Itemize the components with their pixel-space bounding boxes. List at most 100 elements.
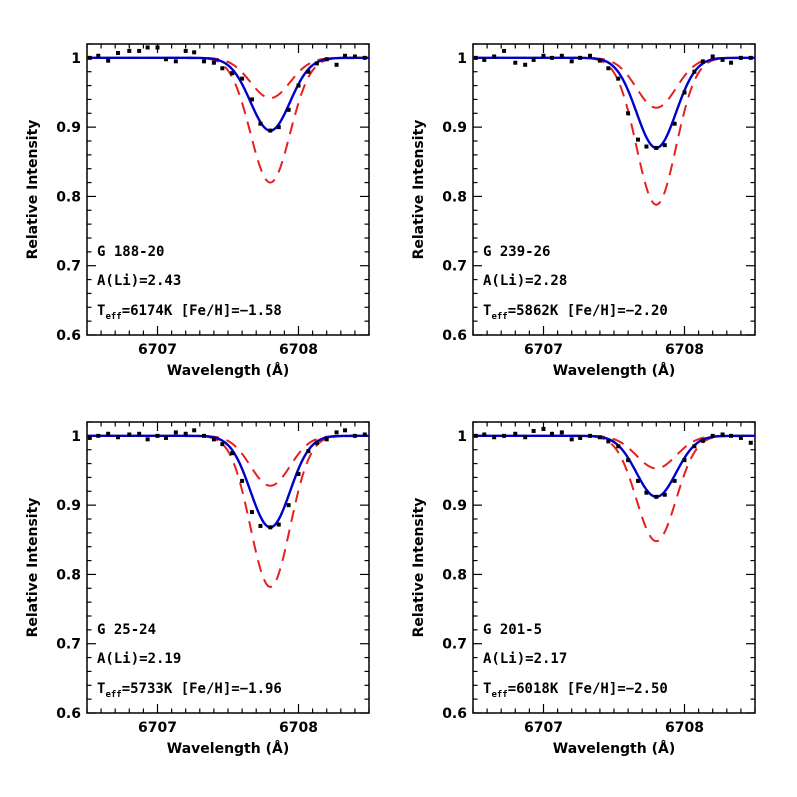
observed-point — [672, 121, 677, 126]
observed-point — [173, 59, 178, 64]
lower-bound-curve — [473, 434, 755, 543]
teff-symbol: T — [97, 303, 105, 319]
teff-metallicity: Teff=6174K [Fe/H]=−1.58 — [97, 303, 282, 322]
observed-point — [523, 62, 528, 67]
observed-point — [672, 478, 677, 483]
spectrum-panel-2: 0.6 0.7 0.8 0.9 1 6707 6708 Wavelength (Å) Relat… — [411, 43, 756, 379]
observed-point — [145, 45, 150, 50]
lithium-abundance: A(Li)=2.19 — [97, 651, 181, 667]
observed-point — [692, 69, 697, 74]
y-tick-label: 0.7 — [442, 259, 467, 275]
y-tick-label: 0.7 — [442, 637, 467, 653]
y-axis-label: Relative Intensity — [411, 120, 427, 260]
observed-point — [211, 60, 216, 65]
lithium-abundance: A(Li)=2.28 — [483, 273, 567, 289]
observed-point — [306, 449, 311, 454]
observed-point — [616, 76, 621, 81]
observed-point — [127, 48, 132, 53]
plot-frame — [86, 43, 370, 336]
observed-point — [155, 45, 160, 50]
observed-point — [644, 144, 649, 149]
observed-point — [276, 125, 281, 130]
observed-point — [96, 433, 101, 438]
observed-point — [569, 437, 574, 442]
observed-point — [145, 437, 150, 442]
lithium-abundance: A(Li)=2.43 — [97, 273, 181, 289]
observed-point — [682, 90, 687, 95]
observed-point — [127, 432, 132, 437]
teff-symbol: T — [483, 303, 491, 319]
observed-point — [710, 54, 715, 59]
observed-point — [588, 53, 593, 58]
observed-point — [106, 431, 111, 436]
observed-point — [710, 433, 715, 438]
teff-symbol: T — [483, 681, 491, 697]
y-tick-label: 1 — [71, 51, 81, 67]
star-name: G 201-5 — [483, 622, 542, 638]
observed-point — [155, 433, 160, 438]
observed-point — [220, 442, 225, 447]
x-axis-label: Wavelength (Å) — [553, 740, 675, 757]
lower-bound-curve — [87, 434, 369, 588]
observed-point — [549, 55, 554, 60]
observed-point — [700, 438, 705, 443]
observed-point — [626, 111, 631, 116]
observed-point — [513, 60, 518, 65]
observed-point — [106, 58, 111, 63]
observed-point — [482, 432, 487, 437]
observed-point — [352, 433, 357, 438]
observed-point — [606, 439, 611, 444]
observed-point — [654, 494, 659, 499]
observed-point — [473, 433, 478, 438]
upper-bound-curve — [87, 434, 369, 487]
observed-point — [230, 451, 235, 456]
y-tick-label: 0.7 — [56, 259, 81, 275]
teff-value: =6174K [Fe/H]=−1.58 — [122, 303, 282, 319]
observed-point — [578, 55, 583, 60]
teff-subscript: eff — [105, 690, 121, 700]
best-fit-curve — [87, 56, 369, 132]
teff-subscript: eff — [105, 312, 121, 322]
observed-point — [296, 83, 301, 88]
observed-point — [202, 59, 207, 64]
star-name: G 188-20 — [97, 244, 164, 260]
spectrum-panel-4: 0.6 0.7 0.8 0.9 1 6707 6708 Wavelength (Å) Relat… — [411, 421, 756, 757]
y-tick-label: 1 — [457, 429, 467, 445]
observed-point — [163, 57, 168, 62]
y-tick-label: 0.6 — [56, 706, 81, 722]
y-axis-label: Relative Intensity — [25, 120, 41, 260]
teff-metallicity: Teff=6018K [Fe/H]=−2.50 — [483, 681, 668, 700]
y-tick-label: 0.8 — [56, 567, 81, 583]
observed-point — [306, 69, 311, 74]
observed-point — [597, 58, 602, 63]
observed-point — [314, 440, 319, 445]
observed-point — [738, 55, 743, 60]
observed-point — [183, 48, 188, 53]
plot-frame — [472, 43, 756, 336]
observed-point — [559, 53, 564, 58]
best-fit-curve — [473, 434, 755, 499]
x-tick-label: 6707 — [524, 720, 563, 736]
y-tick-label: 0.9 — [56, 120, 81, 136]
observed-point — [240, 478, 245, 483]
y-tick-label: 0.8 — [56, 189, 81, 205]
observed-point — [249, 97, 254, 102]
observed-point — [334, 62, 339, 67]
teff-subscript: eff — [491, 690, 507, 700]
y-tick-label: 0.6 — [56, 328, 81, 344]
x-tick-label: 6708 — [279, 720, 318, 736]
observed-point — [334, 430, 339, 435]
observed-point — [343, 53, 348, 58]
y-tick-label: 0.9 — [442, 120, 467, 136]
y-tick-label: 0.7 — [56, 637, 81, 653]
observed-point — [268, 128, 273, 133]
observed-point — [116, 435, 121, 440]
observed-point — [588, 433, 593, 438]
observed-point — [137, 48, 142, 53]
plot-frame — [86, 421, 370, 714]
observed-point — [502, 48, 507, 53]
x-tick-label: 6707 — [138, 342, 177, 358]
observed-point — [324, 437, 329, 442]
lower-bound-curve — [473, 56, 755, 206]
